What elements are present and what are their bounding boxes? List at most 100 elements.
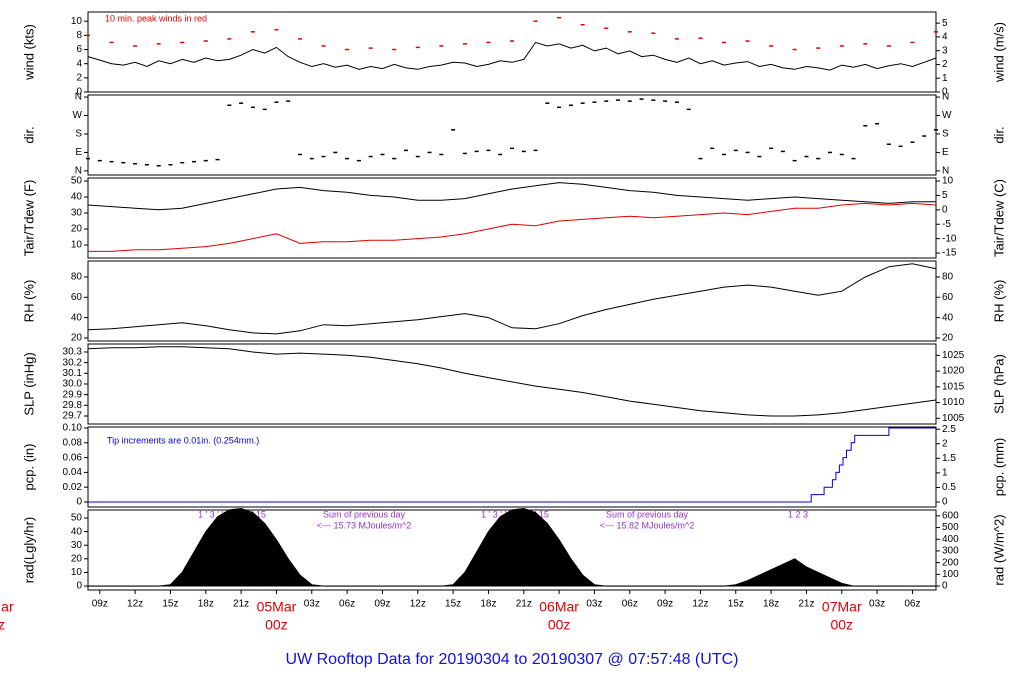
y-tick-label: 40 [71,192,83,203]
data-line [87,263,937,335]
y2-tick-label: W [942,110,952,121]
x-tick-label: 18z [763,599,779,610]
y-tick-label: 20 [71,333,83,344]
y-tick-label: 0.10 [63,423,83,434]
y2-tick-label: 500 [942,522,959,533]
y2-tick-label: 0 [942,87,948,98]
y-tick-label: 10 [71,16,83,27]
y2-tick-label: 5 [942,18,948,29]
y2-tick-label: 2 [942,59,948,70]
y2-axis-label: pcp. (mm) [991,438,1006,497]
y2-tick-label: S [942,129,949,140]
y-tick-label: 6 [76,44,82,55]
y-tick-label: 30 [71,208,83,219]
y-tick-label: 20 [71,224,83,235]
y2-tick-label: 1.5 [942,453,956,464]
y2-tick-label: 1025 [942,350,965,361]
y2-axis-label: SLP (hPa) [991,354,1006,414]
y-tick-label: 0 [76,581,82,592]
y2-axis-label: dir. [991,126,1006,143]
y2-tick-label: 0 [942,204,948,215]
data-line [87,346,937,417]
annotation: 10 min. peak winds in red [105,13,207,23]
date-hour-label: 00z [548,617,571,633]
x-tick-label: 21z [516,599,532,610]
date-label: 04Mar [0,599,14,615]
y2-tick-label: 80 [942,272,954,283]
y2-tick-label: 4 [942,32,948,43]
y2-tick-label: 1020 [942,366,965,377]
y2-axis-label: wind (m/s) [991,22,1006,83]
chart-title: UW Rooftop Data for 20190304 to 20190307… [286,651,739,668]
annotation: Sum of previous day [323,509,406,519]
y-tick-label: N [75,92,82,103]
x-tick-label: 15z [445,599,461,610]
annotation: Tip increments are 0.01in. (0.254mm.) [107,435,259,445]
y2-tick-label: 1015 [942,381,965,392]
y2-tick-label: 10 [942,176,954,187]
y-tick-label: 0 [76,497,82,508]
panel-frame [87,343,937,425]
date-label: 06Mar [539,599,579,615]
date-label: 05Mar [257,599,297,615]
y2-tick-label: -15 [942,248,957,259]
y-tick-label: 0.04 [63,467,83,478]
panel-frame [87,260,937,342]
y-axis-label: SLP (inHg) [21,352,36,415]
y2-tick-label: 1 [942,73,948,84]
y2-axis-label: RH (%) [991,280,1006,323]
annotation: 1 2 3 [788,509,808,519]
y2-tick-label: 200 [942,557,959,568]
y2-tick-label: 5 [942,190,948,201]
x-tick-label: 18z [480,599,496,610]
y-tick-label: S [75,129,82,140]
y-axis-label: Tair/Tdew (F) [21,180,36,257]
x-tick-label: 15z [728,599,744,610]
y2-tick-label: 1010 [942,397,965,408]
panel-frame [87,94,937,176]
y2-tick-label: 1 [942,468,948,479]
data-line [87,182,936,211]
x-tick-label: 12z [410,599,426,610]
y-tick-label: N [75,166,82,177]
y2-tick-label: 3 [942,45,948,56]
panel-frame [87,177,937,259]
x-tick-label: 18z [198,599,214,610]
date-hour-label: 00z [0,617,5,633]
y2-tick-label: 0 [942,581,948,592]
annotation: Sum of previous day [606,509,689,519]
y-tick-label: 30.2 [63,357,83,368]
x-tick-label: 15z [162,599,178,610]
date-hour-label: 00z [830,617,853,633]
y2-tick-label: E [942,147,949,158]
y-tick-label: 40 [71,526,83,537]
date-hour-label: 00z [265,617,288,633]
data-line [88,202,937,252]
y-tick-label: 30 [71,540,83,551]
y-tick-label: 2 [76,72,82,83]
panel-frame [87,426,937,508]
x-tick-label: 12z [692,599,708,610]
y2-tick-label: 0 [942,497,948,508]
y-tick-label: 60 [71,292,83,303]
y2-tick-label: N [942,92,949,103]
y-axis-label: pcp. (in) [21,444,36,491]
y-axis-label: dir. [21,126,36,143]
y2-tick-label: 2 [942,438,948,449]
y2-tick-label: 600 [942,510,959,521]
y-tick-label: 29.9 [63,389,83,400]
y2-tick-label: -5 [942,219,951,230]
y-tick-label: 10 [71,567,83,578]
y2-tick-label: 1005 [942,413,965,424]
y-tick-label: 50 [71,176,83,187]
y-axis-label: wind (kts) [21,24,36,81]
x-tick-label: 09z [374,599,390,610]
y-axis-label: RH (%) [21,280,36,323]
y2-tick-label: 20 [942,333,954,344]
x-tick-label: 21z [233,599,249,610]
y-tick-label: 20 [71,553,83,564]
y2-tick-label: 60 [942,292,954,303]
y-tick-label: 50 [71,513,83,524]
y2-tick-label: 40 [942,312,954,323]
x-tick-label: 09z [657,599,673,610]
